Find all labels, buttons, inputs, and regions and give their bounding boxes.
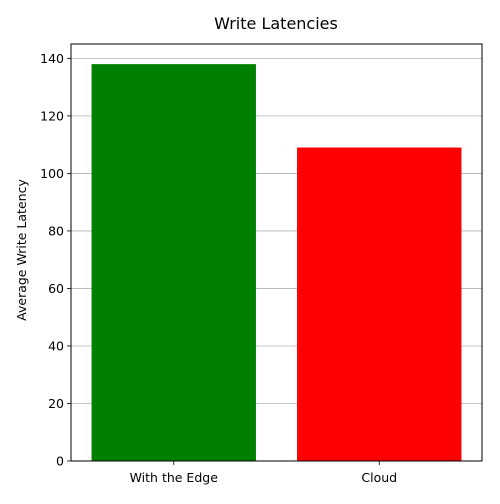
y-tick-label-20: 20	[48, 396, 64, 411]
y-tick-label-140: 140	[40, 51, 64, 66]
axes	[67, 43, 483, 465]
y-tick-label-40: 40	[48, 338, 64, 353]
bars	[91, 64, 462, 461]
x-tick-label-cloud: Cloud	[361, 470, 397, 485]
bar-cloud	[297, 147, 462, 461]
y-tick-label-60: 60	[48, 281, 64, 296]
y-tick-label-100: 100	[40, 166, 64, 181]
x-tick-label-with-the-edge: With the Edge	[130, 470, 219, 485]
bar-with-the-edge	[91, 64, 256, 461]
y-tick-label-0: 0	[56, 454, 64, 469]
chart-title: Write Latencies	[214, 14, 338, 33]
tick-labels: 0 20 40 60 80 100 120 140 With the Edge Cloud	[40, 51, 397, 485]
y-axis-label: Average Write Latency	[14, 179, 29, 321]
plot-frame	[70, 43, 483, 462]
y-tick-label-120: 120	[40, 108, 64, 123]
y-tick-label-80: 80	[48, 223, 64, 238]
